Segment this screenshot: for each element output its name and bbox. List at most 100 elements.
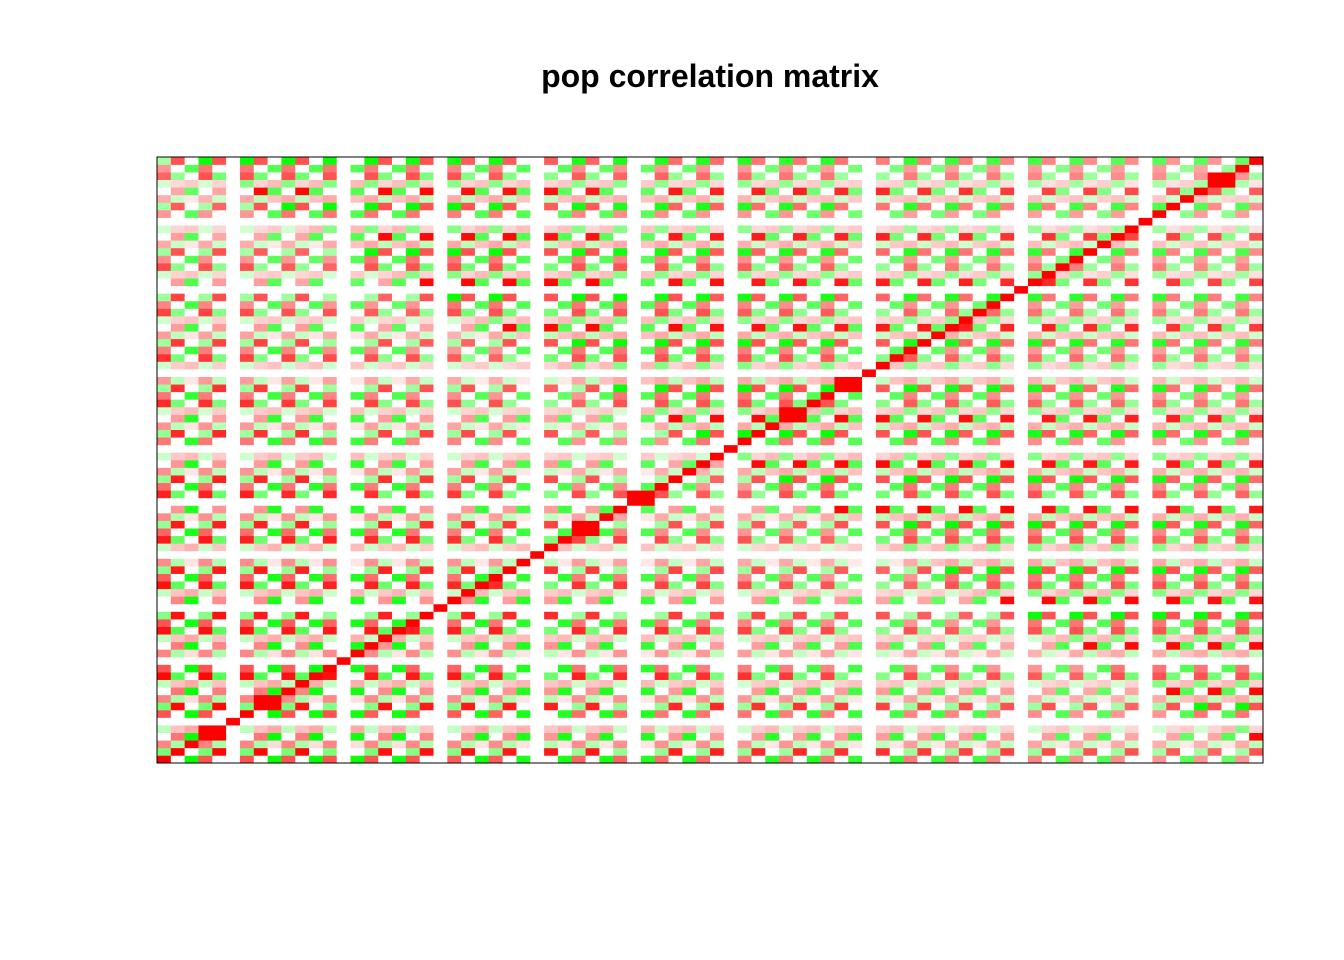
heatmap-cell: [792, 649, 808, 658]
heatmap-cell: [461, 581, 476, 590]
heatmap-cell: [502, 634, 517, 643]
heatmap-cell: [737, 187, 752, 196]
heatmap-cell: [806, 444, 821, 453]
heatmap-cell: [668, 603, 683, 612]
heatmap-cell: [820, 664, 835, 673]
heatmap-cell: [958, 270, 973, 279]
heatmap-cell: [792, 520, 808, 529]
heatmap-cell: [212, 263, 227, 271]
heatmap-cell: [862, 467, 877, 476]
heatmap-cell: [198, 717, 213, 726]
heatmap-cell: [931, 505, 946, 514]
heatmap-cell: [461, 406, 476, 415]
heatmap-cell: [875, 369, 891, 377]
heatmap-cell: [516, 437, 531, 446]
heatmap-cell: [710, 755, 725, 764]
heatmap-cell: [502, 603, 517, 612]
heatmap-cell: [654, 634, 669, 643]
heatmap-cell: [557, 399, 573, 408]
heatmap-cell: [668, 740, 683, 749]
heatmap-cell: [889, 603, 904, 612]
heatmap-cell: [419, 422, 434, 431]
heatmap-cell: [710, 369, 725, 377]
heatmap-cell: [710, 300, 725, 309]
heatmap-cell: [958, 664, 973, 673]
heatmap-cell: [392, 732, 407, 741]
heatmap-cell: [682, 210, 697, 218]
heatmap-cell: [557, 331, 573, 340]
heatmap-cell: [958, 581, 973, 590]
heatmap-cell: [433, 497, 448, 506]
heatmap-cell: [571, 225, 586, 234]
heatmap-cell: [295, 482, 310, 491]
heatmap-cell: [779, 550, 794, 559]
heatmap-cell: [461, 164, 476, 173]
heatmap-cell: [488, 164, 503, 173]
heatmap-cell: [198, 338, 213, 347]
heatmap-cell: [502, 278, 517, 287]
heatmap-cell: [364, 535, 379, 544]
heatmap-cell: [557, 596, 573, 605]
heatmap-cell: [931, 384, 946, 393]
heatmap-cell: [281, 157, 296, 165]
heatmap-cell: [488, 603, 503, 612]
heatmap-cell: [820, 255, 835, 264]
heatmap-cell: [958, 247, 973, 256]
heatmap-cell: [502, 558, 517, 567]
heatmap-cell: [862, 649, 877, 658]
heatmap-cell: [931, 497, 946, 506]
heatmap-cell: [599, 353, 614, 362]
heatmap-cell: [461, 755, 476, 764]
heatmap-cell: [474, 422, 490, 431]
heatmap-cell: [198, 611, 213, 620]
heatmap-cell: [378, 293, 393, 302]
heatmap-cell: [364, 285, 379, 294]
heatmap-cell: [502, 611, 517, 620]
heatmap-cell: [198, 278, 213, 287]
heatmap-cell: [198, 232, 213, 241]
heatmap-cell: [613, 497, 628, 506]
heatmap-cell: [392, 164, 407, 173]
heatmap-cell: [309, 520, 324, 529]
heatmap-cell: [682, 460, 697, 468]
heatmap-cell: [737, 664, 752, 673]
heatmap-cell: [723, 626, 738, 635]
heatmap-cell: [972, 566, 987, 574]
heatmap-cell: [599, 725, 614, 734]
heatmap-cell: [488, 179, 503, 188]
heatmap-cell: [958, 399, 973, 408]
heatmap-cell: [364, 293, 379, 302]
heatmap-cell: [640, 172, 656, 181]
heatmap-cell: [792, 475, 808, 484]
heatmap-cell: [378, 717, 393, 726]
heatmap-cell: [557, 641, 573, 650]
heatmap-cell: [502, 391, 517, 400]
heatmap-cell: [544, 641, 559, 650]
heatmap-cell: [737, 535, 752, 544]
heatmap-cell: [875, 187, 891, 196]
heatmap-cell: [710, 656, 725, 665]
heatmap-cell: [502, 225, 517, 234]
heatmap-cell: [931, 172, 946, 181]
heatmap-cell: [820, 550, 835, 559]
heatmap-cell: [295, 664, 310, 673]
heatmap-cell: [419, 300, 434, 309]
heatmap-cell: [806, 619, 821, 627]
heatmap-cell: [281, 179, 296, 188]
heatmap-cell: [972, 732, 987, 741]
heatmap-cell: [419, 550, 434, 559]
heatmap-cell: [931, 596, 946, 605]
heatmap-cell: [723, 603, 738, 612]
heatmap-cell: [502, 308, 517, 317]
heatmap-cell: [239, 263, 255, 271]
heatmap-cell: [986, 202, 1001, 211]
heatmap-cell: [198, 414, 213, 423]
heatmap-cell: [184, 452, 199, 461]
heatmap-cell: [640, 346, 656, 355]
heatmap-cell: [322, 361, 338, 370]
heatmap-cell: [239, 694, 255, 703]
heatmap-cell: [226, 573, 241, 582]
heatmap-cell: [461, 308, 476, 317]
heatmap-cell: [627, 406, 642, 415]
heatmap-cell: [364, 217, 379, 226]
